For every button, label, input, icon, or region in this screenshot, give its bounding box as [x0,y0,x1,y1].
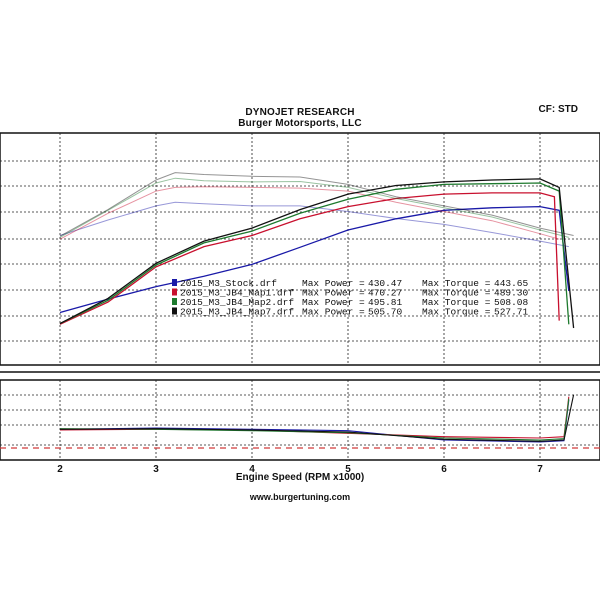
legend: 2015_M3_Stock.drf Max Power = 430.47 Max To… [172,278,529,318]
torque-line [59,172,574,237]
chart-title: DYNOJET RESEARCH [245,107,355,118]
legend-max-torque: 508.08 [494,297,529,308]
torque-line [59,177,569,238]
legend-swatch [172,298,177,305]
legend-max-torque-label: Max Torque = [422,288,491,299]
x-tick-label: 7 [537,464,543,475]
torque-line [59,186,560,240]
legend-max-torque-label: Max Torque = [422,297,491,308]
legend-entry: 2015_M3_JB4_Map1.drf Max Power = 470.27 Max… [172,288,529,299]
afr-line [59,399,570,443]
legend-max-power: 505.70 [368,307,403,318]
legend-max-torque: 489.30 [494,288,529,299]
afr-plot-frame [0,379,600,461]
afr-plot-grid [0,371,600,461]
legend-entry: 2015_M3_JB4_Map7.drf Max Power = 505.70 Max… [172,307,529,318]
correction-factor-label: CF: STD [538,104,578,115]
x-tick-label: 6 [441,464,447,475]
legend-swatch [172,288,177,296]
x-tick-label: 4 [249,464,255,475]
power-line [59,205,570,314]
x-tick-label: 2 [57,464,63,475]
power-line [59,178,575,329]
legend-max-power: 470.27 [368,288,402,299]
x-tick-label: 5 [345,464,351,475]
legend-file: 2015_M3_JB4_Map1.drf [180,288,294,299]
series-1 [59,201,570,443]
legend-max-power-label: Max Power = [302,278,365,289]
legend-file: 2015_M3_JB4_Map2.drf [180,297,294,308]
main-plot-grid [0,132,600,366]
x-axis-ticks: 2 3 4 5 6 7 [57,464,543,475]
afr-line [59,398,570,441]
legend-entry: 2015_M3_Stock.drf Max Power = 430.47 Max To… [172,278,529,289]
legend-max-power-label: Max Power = [302,297,365,308]
legend-entry: 2015_M3_JB4_Map2.drf Max Power = 495.81 Max… [172,297,529,308]
legend-max-torque-label: Max Torque = [422,278,491,289]
main-plot-frame [0,132,600,366]
legend-max-torque-label: Max Torque = [422,307,491,318]
legend-max-power: 430.47 [368,278,402,289]
legend-file: 2015_M3_Stock.drf [180,278,277,289]
power-line [59,192,560,325]
series-layer [59,172,575,443]
x-axis-label: Engine Speed (RPM x1000) [235,472,365,483]
legend-swatch [172,307,177,315]
afr-line [59,394,575,442]
legend-max-power-label: Max Power = [302,307,365,318]
legend-max-torque: 443.65 [494,278,529,289]
legend-file: 2015_M3_JB4_Map7.drf [180,307,294,318]
legend-max-torque: 527.71 [494,307,529,318]
legend-swatch [172,279,177,286]
chart-subtitle: Burger Motorsports, LLC [238,118,362,129]
series-4 [59,172,575,442]
x-tick-label: 3 [153,464,159,475]
legend-max-power-label: Max Power = [302,288,365,299]
power-line [59,182,570,325]
torque-line [59,201,569,248]
footer-url: www.burgertuning.com [249,492,351,502]
legend-max-power: 495.81 [368,297,403,308]
